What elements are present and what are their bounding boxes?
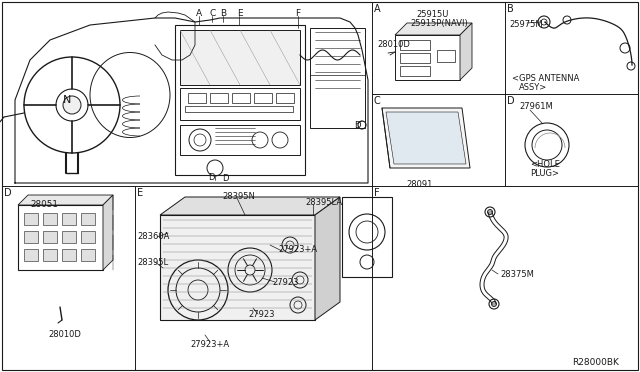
Text: C: C — [374, 96, 381, 106]
Polygon shape — [160, 197, 340, 215]
Text: 28091: 28091 — [406, 180, 433, 189]
Text: 28395LA: 28395LA — [305, 198, 342, 207]
Bar — [81, 249, 95, 261]
Text: E: E — [237, 9, 243, 18]
Text: ASSY>: ASSY> — [519, 83, 547, 92]
Polygon shape — [103, 195, 113, 270]
Bar — [185, 106, 293, 112]
Text: 27923: 27923 — [248, 310, 275, 319]
Bar — [175, 25, 305, 175]
Text: D: D — [222, 174, 228, 183]
Bar — [43, 231, 57, 243]
Text: 27923: 27923 — [272, 278, 298, 287]
Bar — [18, 205, 103, 270]
Text: 25915P(NAVI): 25915P(NAVI) — [410, 19, 468, 28]
Bar — [81, 231, 95, 243]
Text: A: A — [196, 9, 202, 18]
Text: 28375M: 28375M — [500, 270, 534, 279]
Text: 28051: 28051 — [30, 200, 58, 209]
Text: C: C — [209, 9, 215, 18]
Bar — [276, 93, 294, 103]
Bar — [62, 249, 76, 261]
Text: 27923+A: 27923+A — [190, 340, 229, 349]
Text: D: D — [4, 188, 12, 198]
Text: F: F — [374, 188, 380, 198]
Bar — [24, 213, 38, 225]
Bar — [62, 231, 76, 243]
Bar — [232, 93, 250, 103]
Text: 25975M: 25975M — [509, 20, 543, 29]
Bar — [437, 50, 455, 62]
Text: B: B — [507, 4, 514, 14]
Polygon shape — [386, 112, 466, 164]
Bar — [180, 30, 300, 85]
Text: 27923+A: 27923+A — [278, 245, 317, 254]
Text: 28010D: 28010D — [48, 330, 81, 339]
Bar — [254, 93, 272, 103]
Polygon shape — [18, 195, 113, 205]
Bar — [188, 93, 206, 103]
Text: 28360A: 28360A — [137, 232, 170, 241]
Text: PLUG>: PLUG> — [530, 169, 559, 178]
Bar — [395, 35, 460, 80]
Bar — [43, 213, 57, 225]
Text: B: B — [220, 9, 226, 18]
Text: N: N — [63, 95, 71, 105]
Polygon shape — [160, 215, 315, 320]
Bar — [342, 197, 392, 277]
Text: 28395L: 28395L — [137, 258, 168, 267]
Text: <HOLE: <HOLE — [530, 160, 560, 169]
Polygon shape — [315, 197, 340, 320]
Bar — [81, 213, 95, 225]
Text: R28000BK: R28000BK — [572, 358, 619, 367]
Text: D: D — [354, 121, 360, 130]
Bar — [400, 40, 430, 50]
Bar — [310, 28, 365, 128]
Text: D: D — [208, 173, 214, 182]
Bar — [24, 249, 38, 261]
Bar — [210, 93, 228, 103]
Text: <GPS ANTENNA: <GPS ANTENNA — [512, 74, 579, 83]
Text: 27961M: 27961M — [519, 102, 553, 111]
Text: E: E — [137, 188, 143, 198]
Text: 28395N: 28395N — [222, 192, 255, 201]
Circle shape — [63, 96, 81, 114]
Bar — [62, 213, 76, 225]
Polygon shape — [382, 108, 470, 168]
Text: D: D — [507, 96, 515, 106]
Text: F: F — [295, 9, 300, 18]
Text: 25915U: 25915U — [416, 10, 449, 19]
Circle shape — [488, 209, 493, 215]
Polygon shape — [460, 23, 472, 80]
Circle shape — [492, 301, 497, 307]
Bar — [180, 125, 300, 155]
Bar — [400, 53, 430, 63]
Bar — [24, 231, 38, 243]
Bar — [180, 88, 300, 120]
Bar — [43, 249, 57, 261]
Polygon shape — [395, 23, 472, 35]
Text: 28010D: 28010D — [377, 40, 410, 49]
Bar — [400, 66, 430, 76]
Text: A: A — [374, 4, 381, 14]
